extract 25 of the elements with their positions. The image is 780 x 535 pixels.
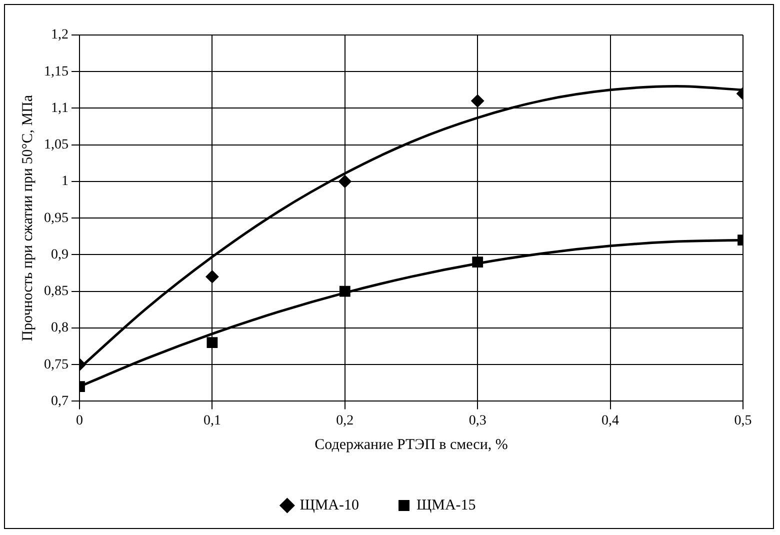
x-tick-label: 0,1 <box>203 413 221 428</box>
x-tick-label: 0,4 <box>602 413 620 428</box>
y-tick-label: 1,15 <box>44 64 68 80</box>
point <box>206 270 219 284</box>
point <box>206 337 218 348</box>
y-tick-label: 0,7 <box>51 394 68 409</box>
y-tick-label: 0,75 <box>44 357 68 372</box>
x-tick-label: 0,5 <box>734 413 752 428</box>
y-tick-label: 0,8 <box>51 320 68 336</box>
y-tick-label: 0,85 <box>44 284 68 300</box>
point <box>471 94 484 108</box>
x-tick-label: 0,3 <box>468 413 486 428</box>
y-axis-title: Прочность при сжатии при 50°С, МПа <box>20 94 36 342</box>
y-tick-label: 1 <box>62 174 68 190</box>
y-tick-label: 0,95 <box>44 210 68 226</box>
point <box>338 174 352 188</box>
x-tick-label: 0,2 <box>336 413 354 428</box>
legend-label: ЩМА-10 <box>300 497 359 514</box>
y-tick-label: 0,9 <box>51 247 68 262</box>
y-tick-label: 1,2 <box>51 28 68 43</box>
y-tick-label: 1,05 <box>44 138 68 153</box>
x-tick-label: 0 <box>76 413 83 428</box>
legend-label: ЩМА-15 <box>416 497 476 514</box>
x-axis-title: Содержание РТЭП в смеси, % <box>314 436 508 453</box>
y-tick-label: 1,1 <box>51 100 68 116</box>
